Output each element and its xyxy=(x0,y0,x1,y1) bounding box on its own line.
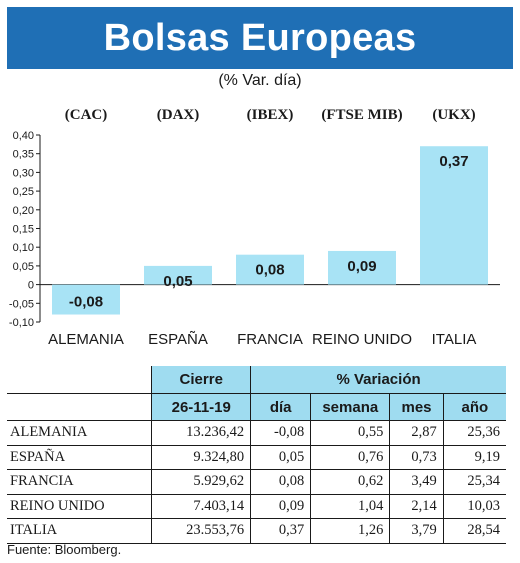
bar xyxy=(420,146,488,285)
cell-semana: 1,26 xyxy=(310,518,391,544)
cell-ano: 25,34 xyxy=(443,469,506,495)
cell-semana: 1,04 xyxy=(310,494,391,519)
cell-mes: 3,49 xyxy=(389,469,444,495)
bar xyxy=(52,284,120,315)
table-row: ESPAÑA 9.324,80 0,05 0,76 0,73 9,19 xyxy=(7,445,506,470)
cell-dia: 0,09 xyxy=(250,494,312,519)
cell-semana: 0,62 xyxy=(310,469,391,495)
cell-mes: 2,14 xyxy=(389,494,444,519)
cell-semana: 0,76 xyxy=(310,445,391,470)
cell-ano: 25,36 xyxy=(443,420,506,446)
cell-country: FRANCIA xyxy=(7,469,153,495)
y-tick-label: 0,05 xyxy=(13,261,34,273)
cell-dia: 0,05 xyxy=(250,445,312,470)
cell-country: ITALIA xyxy=(7,518,153,544)
y-tick-label: 0 xyxy=(28,280,34,292)
cell-cierre: 13.236,42 xyxy=(151,420,252,446)
y-tick-label: 0,15 xyxy=(13,224,34,236)
header-dia: día xyxy=(250,393,312,421)
category-label: ITALIA xyxy=(432,331,477,348)
header-date: 26-11-19 xyxy=(151,393,252,421)
bar-value-label: 0,37 xyxy=(439,153,468,170)
header-cierre: Cierre xyxy=(151,366,252,394)
cell-cierre: 7.403,14 xyxy=(151,494,252,519)
table-group-header-row: Cierre % Variación xyxy=(7,366,506,394)
title-banner: Bolsas Europeas xyxy=(7,7,513,69)
cell-dia: -0,08 xyxy=(250,420,312,446)
table-row: ITALIA 23.553,76 0,37 1,26 3,79 28,54 xyxy=(7,518,506,544)
index-label: (CAC) xyxy=(65,107,108,123)
cell-country: REINO UNIDO xyxy=(7,494,153,519)
index-label: (IBEX) xyxy=(247,107,294,123)
index-label: (UKX) xyxy=(432,107,475,123)
cell-country: ESPAÑA xyxy=(7,445,153,470)
cell-dia: 0,08 xyxy=(250,469,312,495)
cell-ano: 28,54 xyxy=(443,518,506,544)
category-label: REINO UNIDO xyxy=(312,331,412,348)
y-tick-label: 0,35 xyxy=(13,149,34,161)
category-label: ALEMANIA xyxy=(48,331,124,348)
bar-chart: 0,40 0,35 0,30 0,25 0,20 0,15 0,10 0,05 0 -0,05 -0… xyxy=(9,107,500,348)
cell-cierre: 9.324,80 xyxy=(151,445,252,470)
chart-title: Bolsas Europeas xyxy=(103,16,417,59)
table-row: ALEMANIA 13.236,42 -0,08 0,55 2,87 25,36 xyxy=(7,420,506,446)
category-label: FRANCIA xyxy=(237,331,303,348)
index-label: (FTSE MIB) xyxy=(321,107,402,123)
category-label: ESPAÑA xyxy=(148,331,208,348)
header-variacion: % Variación xyxy=(250,366,506,394)
y-tick-label: -0,10 xyxy=(9,317,34,329)
table-row: REINO UNIDO 7.403,14 0,09 1,04 2,14 10,03 xyxy=(7,494,506,519)
bar-value-label: 0,08 xyxy=(255,262,284,279)
cell-cierre: 5.929,62 xyxy=(151,469,252,495)
chart-subtitle: (% Var. día) xyxy=(218,72,302,89)
y-tick-label: 0,20 xyxy=(13,205,34,217)
cell-semana: 0,55 xyxy=(310,420,391,446)
cell-mes: 3,79 xyxy=(389,518,444,544)
y-tick-label: 0,30 xyxy=(13,167,34,179)
y-tick-label: -0,05 xyxy=(9,298,34,310)
table-column-header-row: 26-11-19 día semana mes año xyxy=(7,393,506,421)
bar-value-label: 0,09 xyxy=(347,258,376,275)
header-mes: mes xyxy=(389,393,444,421)
bar xyxy=(328,250,396,285)
index-label: (DAX) xyxy=(157,107,200,123)
cell-cierre: 23.553,76 xyxy=(151,518,252,544)
bar-value-label: 0,05 xyxy=(163,273,192,290)
cell-mes: 2,87 xyxy=(389,420,444,446)
bar xyxy=(236,254,304,285)
cell-dia: 0,37 xyxy=(250,518,312,544)
header-semana: semana xyxy=(310,393,391,421)
bar xyxy=(144,265,212,285)
cell-ano: 10,03 xyxy=(443,494,506,519)
cell-ano: 9,19 xyxy=(443,445,506,470)
y-tick-label: 0,25 xyxy=(13,186,34,198)
table-row: FRANCIA 5.929,62 0,08 0,62 3,49 25,34 xyxy=(7,469,506,495)
table-empty-header xyxy=(7,393,153,421)
cell-country: ALEMANIA xyxy=(7,420,153,446)
cell-mes: 0,73 xyxy=(389,445,444,470)
y-tick-label: 0,40 xyxy=(13,130,34,142)
header-ano: año xyxy=(443,393,506,421)
y-tick-label: 0,10 xyxy=(13,242,34,254)
source-note: Fuente: Bloomberg. xyxy=(7,542,122,557)
quotes-table: Cierre % Variación 26-11-19 día semana m… xyxy=(7,366,506,544)
bar-value-label: -0,08 xyxy=(69,294,103,311)
table-empty-header xyxy=(7,366,153,394)
